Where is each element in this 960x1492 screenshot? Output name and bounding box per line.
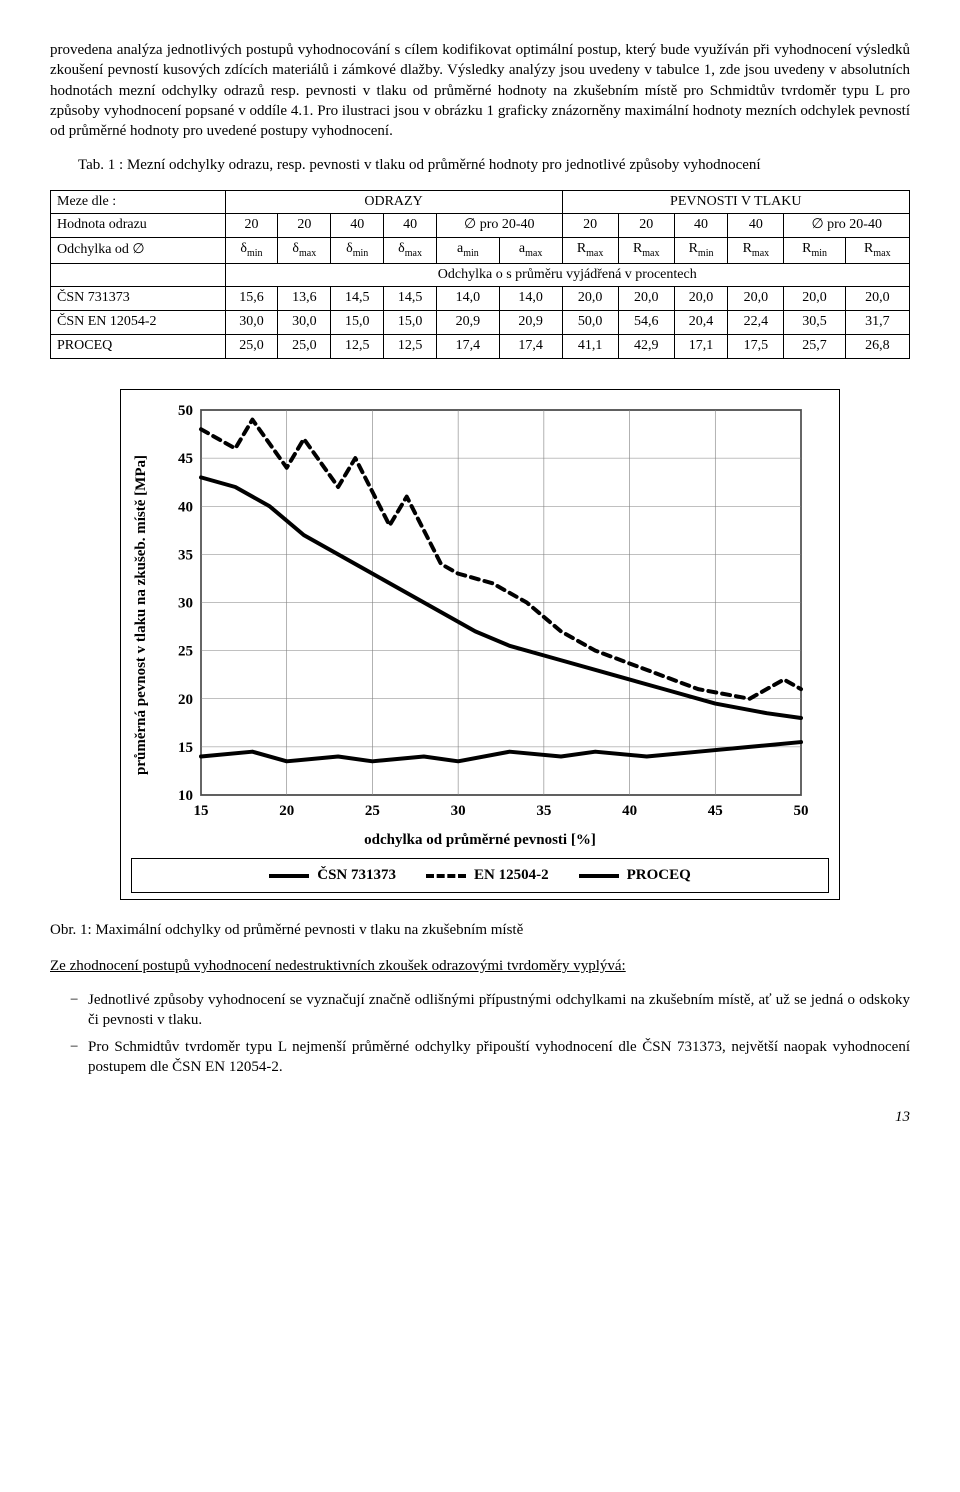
- svg-text:50: 50: [794, 803, 809, 819]
- svg-text:50: 50: [178, 403, 193, 419]
- x-axis-label: odchylka od průměrné pevnosti [%]: [131, 830, 829, 850]
- list-item: Jednotlivé způsoby vyhodnocení se vyznač…: [70, 990, 910, 1031]
- svg-text:15: 15: [178, 740, 193, 756]
- conclusion-lead: Ze zhodnocení postupů vyhodnocení nedest…: [50, 956, 910, 976]
- th-hodnota: Hodnota odrazu: [51, 214, 226, 238]
- line-chart: 1520253035404550101520253035404550: [151, 400, 811, 830]
- svg-text:10: 10: [178, 788, 193, 804]
- svg-text:40: 40: [178, 499, 193, 515]
- th-pevnosti: PEVNOSTI V TLAKU: [562, 190, 909, 214]
- figure-caption: Obr. 1: Maximální odchylky od průměrné p…: [50, 920, 910, 940]
- page-number: 13: [50, 1107, 910, 1127]
- svg-text:20: 20: [279, 803, 294, 819]
- svg-text:45: 45: [708, 803, 723, 819]
- chart-container: průměrná pevnost v tlaku na zkušeb. míst…: [120, 389, 840, 900]
- svg-text:30: 30: [451, 803, 466, 819]
- table-row: ČSN EN 12054-230,030,015,015,020,920,950…: [51, 311, 910, 335]
- deviation-table: Meze dle : ODRAZY PEVNOSTI V TLAKU Hodno…: [50, 190, 910, 360]
- chart-legend: ČSN 731373 EN 12504-2 PROCEQ: [131, 858, 829, 892]
- list-item: Pro Schmidtův tvrdoměr typu L nejmenší p…: [70, 1037, 910, 1078]
- conclusion-list: Jednotlivé způsoby vyhodnocení se vyznač…: [50, 990, 910, 1077]
- svg-text:40: 40: [622, 803, 637, 819]
- svg-text:45: 45: [178, 451, 193, 467]
- svg-text:35: 35: [537, 803, 552, 819]
- svg-text:25: 25: [178, 644, 193, 660]
- table-caption: Tab. 1 : Mezní odchylky odrazu, resp. pe…: [50, 155, 910, 175]
- table-row: PROCEQ25,025,012,512,517,417,441,142,917…: [51, 335, 910, 359]
- svg-text:35: 35: [178, 548, 193, 564]
- y-axis-label: průměrná pevnost v tlaku na zkušeb. míst…: [131, 455, 151, 775]
- svg-text:20: 20: [178, 692, 193, 708]
- th-odrazy: ODRAZY: [225, 190, 562, 214]
- th-procent: Odchylka o s průměru vyjádřená v procent…: [225, 263, 910, 287]
- intro-paragraph: provedena analýza jednotlivých postupů v…: [50, 40, 910, 141]
- row-symbols: Odchylka od ∅ δmin δmax δmin δmax amin a…: [51, 238, 910, 263]
- table-row: ČSN 73137315,613,614,514,514,014,020,020…: [51, 287, 910, 311]
- svg-text:25: 25: [365, 803, 380, 819]
- svg-text:30: 30: [178, 596, 193, 612]
- th-meze: Meze dle :: [51, 190, 226, 214]
- svg-text:15: 15: [194, 803, 209, 819]
